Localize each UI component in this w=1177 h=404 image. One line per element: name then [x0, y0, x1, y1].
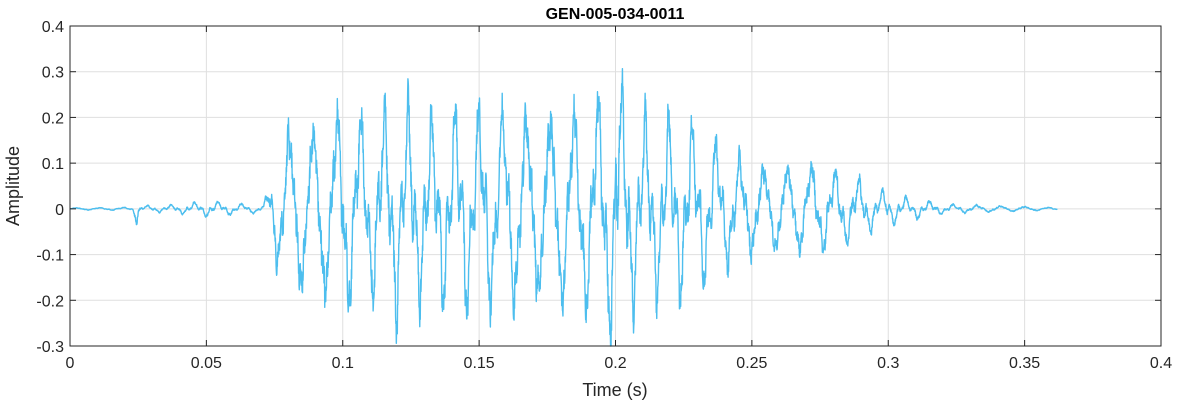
x-tick-label: 0.3	[877, 355, 899, 372]
x-tick-label: 0.35	[1009, 355, 1040, 372]
y-tick-label: -0.1	[36, 248, 64, 265]
y-tick-label: -0.3	[36, 339, 64, 356]
y-axis-title: Amplitude	[3, 146, 23, 226]
waveform-series-line	[69, 67, 1058, 347]
x-tick-label: 0.15	[464, 355, 495, 372]
y-tick-label: 0.2	[42, 110, 64, 127]
tick-marks	[69, 25, 1162, 347]
x-tick-label: 0	[66, 355, 75, 372]
y-tick-label: 0.3	[42, 65, 64, 82]
x-tick-label: 0.2	[604, 355, 626, 372]
y-tick-label: 0	[55, 202, 64, 219]
x-axis-title: Time (s)	[582, 380, 647, 400]
tick-labels: 0 0.05 0.1 0.15 0.2 0.25 0.3 0.35 0.4 -0.3 -0.2 -0.…	[36, 19, 1172, 372]
x-tick-label: 0.4	[1150, 355, 1172, 372]
y-tick-label: 0.4	[42, 19, 64, 36]
y-tick-label: 0.1	[42, 156, 64, 173]
x-tick-label: 0.1	[332, 355, 354, 372]
y-tick-label: -0.2	[36, 293, 64, 310]
series-layer	[69, 67, 1058, 347]
x-tick-label: 0.25	[736, 355, 767, 372]
x-tick-label: 0.05	[191, 355, 222, 372]
chart-title: GEN-005-034-0011	[546, 6, 685, 23]
